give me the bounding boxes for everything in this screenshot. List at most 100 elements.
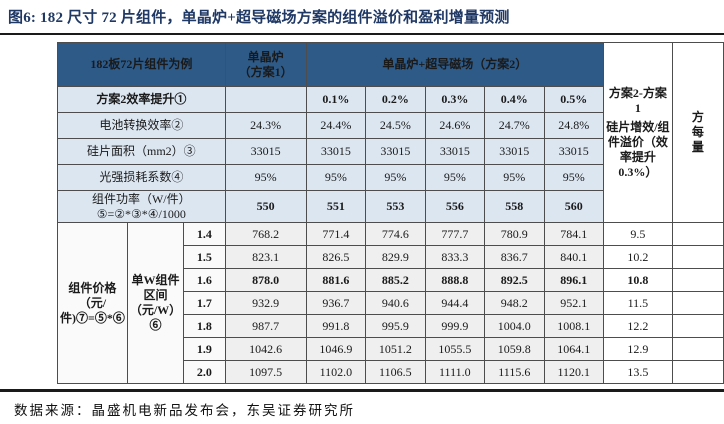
data-cell: 944.4	[424, 291, 486, 315]
data-cell: 896.1	[543, 268, 605, 292]
footer-divider-rule	[0, 389, 724, 392]
plan1-header-line1: 单晶炉	[247, 50, 284, 65]
diff-value-cell: 12.9	[603, 337, 673, 361]
data-cell: 829.9	[365, 245, 426, 269]
module-power-label-line2: ⑤=②*③*④/1000	[96, 206, 186, 221]
data-cell: 881.6	[305, 268, 367, 292]
data-cell: 24.6%	[424, 112, 486, 139]
data-cell: 991.8	[305, 314, 367, 338]
data-cell: 995.9	[365, 314, 426, 338]
data-cell: 1055.5	[424, 337, 486, 361]
data-cell: 95%	[543, 164, 605, 191]
watt-price-value: 1.8	[183, 314, 226, 338]
watt-price-value: 2.0	[183, 360, 226, 384]
watt-price-value: 1.9	[183, 337, 226, 361]
data-cell: 999.9	[424, 314, 486, 338]
matrix-label-module-price: 组件价格（元/件)⑦=⑤*⑥	[57, 222, 128, 384]
data-cell: 940.6	[365, 291, 426, 315]
data-cell: 1059.8	[484, 337, 545, 361]
diff-value-cell: 10.2	[603, 245, 673, 269]
data-cell: 33015	[305, 138, 367, 165]
cutoff-empty-cell	[671, 245, 724, 269]
cutoff-column-cell: 方 每 量	[671, 42, 724, 223]
module-power-label-line1: 组件功率（W/件）	[91, 192, 191, 207]
data-cell: 33015	[424, 138, 486, 165]
data-cell: 33015	[224, 138, 307, 165]
cutoff-fragment-2: 每	[691, 125, 704, 139]
data-cell: 840.1	[543, 245, 605, 269]
watt-price-value-highlight: 1.6	[183, 268, 226, 292]
data-cell: 95%	[365, 164, 426, 191]
corner-header-cell: 182板72片组件为例	[57, 42, 226, 87]
data-cell: 95%	[424, 164, 486, 191]
data-cell: 1097.5	[224, 360, 307, 384]
row-label-efficiency-gain: 方案2效率提升①	[57, 86, 226, 113]
data-cell: 1115.6	[484, 360, 545, 384]
data-cell: 0.5%	[543, 86, 605, 113]
data-cell	[224, 86, 307, 113]
figure-title: 图6: 182 尺寸 72 片组件，单晶炉+超导磁场方案的组件溢价和盈利增量预测	[8, 10, 510, 26]
data-cell: 24.7%	[484, 112, 545, 139]
row-label-cell-efficiency: 电池转换效率②	[57, 112, 226, 139]
cutoff-fragment-3: 量	[691, 140, 704, 154]
watt-price-value: 1.5	[183, 245, 226, 269]
data-cell: 987.7	[224, 314, 307, 338]
data-cell: 826.5	[305, 245, 367, 269]
data-cell: 1046.9	[305, 337, 367, 361]
data-cell: 885.2	[365, 268, 426, 292]
cutoff-empty-cell	[671, 268, 724, 292]
data-cell: 1111.0	[424, 360, 486, 384]
diff-value-cell-highlight: 10.8	[603, 268, 673, 292]
data-cell: 948.2	[484, 291, 545, 315]
data-cell: 33015	[484, 138, 545, 165]
diff-value-cell: 9.5	[603, 222, 673, 246]
data-cell: 777.7	[424, 222, 486, 246]
data-cell: 1008.1	[543, 314, 605, 338]
data-cell: 1064.1	[543, 337, 605, 361]
data-cell: 560	[543, 190, 605, 223]
diff-annotation-line1: 方案2-方案1	[608, 85, 667, 115]
plan1-header-line2: （方案1）	[238, 64, 293, 79]
data-cell-highlight: 878.0	[224, 268, 307, 292]
plan2-header-cell: 单晶炉+超导磁场（方案2）	[305, 42, 605, 87]
cutoff-empty-cell	[671, 291, 724, 315]
data-cell: 95%	[305, 164, 367, 191]
data-cell: 33015	[365, 138, 426, 165]
data-cell: 95%	[484, 164, 545, 191]
data-cell: 932.9	[224, 291, 307, 315]
data-cell: 550	[224, 190, 307, 223]
data-cell: 836.7	[484, 245, 545, 269]
cutoff-empty-cell	[671, 337, 724, 361]
watt-price-value: 1.4	[183, 222, 226, 246]
row-label-light-loss: 光强损耗系数④	[57, 164, 226, 191]
data-cell: 556	[424, 190, 486, 223]
data-cell: 768.2	[224, 222, 307, 246]
data-cell: 0.4%	[484, 86, 545, 113]
plan1-header-cell: 单晶炉 （方案1）	[224, 42, 307, 87]
cutoff-empty-cell	[671, 360, 724, 384]
data-cell: 24.5%	[365, 112, 426, 139]
watt-price-value: 1.7	[183, 291, 226, 315]
data-cell: 95%	[224, 164, 307, 191]
row-label-module-power: 组件功率（W/件） ⑤=②*③*④/1000	[57, 190, 226, 223]
data-cell: 1120.1	[543, 360, 605, 384]
cutoff-empty-cell	[671, 314, 724, 338]
data-cell: 771.4	[305, 222, 367, 246]
data-source-note: 数据来源：晶盛机电新品发布会，东吴证券研究所	[14, 403, 355, 418]
data-cell: 551	[305, 190, 367, 223]
matrix-label-watt-price: 单W组件区间（元/W）⑥	[126, 222, 185, 384]
data-cell: 1102.0	[305, 360, 367, 384]
data-cell: 0.1%	[305, 86, 367, 113]
data-cell: 833.3	[424, 245, 486, 269]
diff-value-cell: 11.5	[603, 291, 673, 315]
data-cell: 24.4%	[305, 112, 367, 139]
data-cell: 1051.2	[365, 337, 426, 361]
data-cell: 936.7	[305, 291, 367, 315]
data-cell: 553	[365, 190, 426, 223]
data-cell: 1106.5	[365, 360, 426, 384]
diff-value-cell: 12.2	[603, 314, 673, 338]
row-label-wafer-area: 硅片面积（mm2）③	[57, 138, 226, 165]
data-cell: 1004.0	[484, 314, 545, 338]
data-cell: 774.6	[365, 222, 426, 246]
